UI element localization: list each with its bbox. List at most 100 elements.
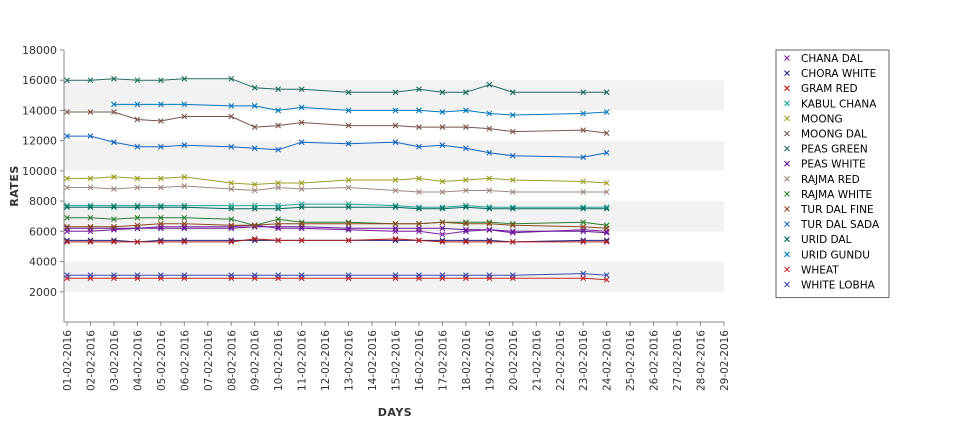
x-tick-label: 21-02-2016: [531, 330, 543, 391]
data-point: [439, 272, 446, 279]
grid-band: [64, 80, 724, 111]
legend-marker: [784, 281, 790, 288]
legend-marker: [784, 266, 790, 273]
x-tick-label: 18-02-2016: [461, 330, 473, 391]
data-point: [345, 107, 352, 114]
legend-item: PEAS GREEN: [784, 144, 868, 156]
legend-item: MOONG DAL: [784, 129, 867, 141]
data-point: [603, 276, 610, 283]
data-point: [416, 175, 422, 182]
data-point: [416, 220, 422, 227]
data-point: [392, 220, 399, 227]
series-gram-red: [64, 236, 610, 245]
legend-label: RAJMA RED: [801, 174, 860, 186]
y-tick-label: 16000: [22, 74, 57, 87]
data-point: [439, 142, 446, 149]
data-point: [181, 75, 188, 82]
data-point: [228, 205, 235, 212]
y-tick-labels: 2000 4000 6000 8000 10000 12000 14000 16000 1800…: [22, 44, 64, 299]
y-tick-label: 18000: [22, 44, 57, 57]
x-tick-label: 15-02-2016: [391, 330, 403, 391]
x-tick-label: 01-02-2016: [62, 330, 74, 391]
data-point: [580, 270, 587, 277]
data-point: [486, 187, 493, 194]
data-point: [439, 89, 446, 96]
legend-marker: [784, 191, 790, 197]
data-point: [228, 180, 235, 186]
x-tick-label: 03-02-2016: [109, 330, 121, 391]
data-point: [580, 189, 587, 195]
data-point: [228, 272, 235, 279]
data-point: [603, 149, 610, 156]
legend-item: TUR DAL FINE: [784, 204, 874, 216]
x-tick-label: 14-02-2016: [367, 330, 379, 391]
series-tur-dal-fine: [64, 219, 610, 232]
data-point: [439, 109, 446, 115]
data-point: [134, 175, 141, 182]
data-point: [509, 152, 516, 159]
data-point: [509, 128, 516, 135]
data-point: [87, 184, 94, 191]
legend-item: GRAM RED: [784, 83, 858, 95]
data-point: [87, 272, 94, 279]
data-point: [486, 220, 493, 227]
data-point: [416, 107, 422, 114]
data-point: [134, 184, 141, 191]
legend-marker: [784, 236, 790, 243]
data-point: [416, 124, 422, 130]
x-tick-label: 22-02-2016: [555, 330, 567, 391]
data-point: [603, 225, 610, 232]
data-point: [275, 237, 282, 244]
series-moong: [64, 174, 610, 188]
data-point: [111, 216, 117, 223]
series-tur-dal-sada: [64, 133, 610, 161]
x-tick-label: 12-02-2016: [320, 330, 332, 391]
legend-item: URID GUNDU: [784, 249, 870, 261]
data-point: [298, 104, 305, 111]
x-tick-label: 07-02-2016: [203, 330, 215, 391]
data-point: [439, 205, 446, 212]
data-point: [251, 103, 258, 109]
data-point: [509, 205, 516, 212]
data-point: [228, 113, 235, 120]
legend-marker: [784, 160, 790, 167]
data-point: [345, 184, 352, 191]
data-point: [463, 107, 469, 114]
data-point: [580, 228, 587, 235]
x-tick-label: 08-02-2016: [226, 330, 238, 391]
data-point: [181, 113, 188, 120]
data-point: [157, 175, 164, 182]
data-point: [157, 204, 164, 211]
legend: CHANA DAL CHORA WHITE GRAM RED KABUL CHANA M…: [775, 49, 890, 299]
data-point: [228, 222, 235, 229]
data-point: [251, 187, 258, 194]
data-point: [486, 205, 493, 212]
data-point: [603, 130, 610, 136]
data-point: [463, 239, 469, 245]
x-tick-label: 09-02-2016: [250, 330, 262, 391]
data-point: [416, 143, 422, 150]
axes: [63, 50, 724, 323]
legend-item: PEAS WHITE: [784, 159, 866, 171]
data-point: [345, 122, 352, 129]
series-line: [67, 176, 607, 186]
legend-label: MOONG DAL: [801, 129, 867, 141]
legend-marker: [784, 55, 790, 61]
legend-marker: [784, 70, 790, 76]
data-point: [181, 239, 188, 245]
x-tick-label: 11-02-2016: [297, 330, 309, 391]
data-point: [181, 142, 188, 149]
x-tick-label: 25-02-2016: [625, 330, 637, 391]
data-point: [275, 272, 282, 279]
series-white-lobha: [64, 270, 610, 279]
data-point: [134, 214, 141, 221]
legend-item: WHITE LOBHA: [784, 280, 876, 292]
data-point: [251, 124, 258, 130]
data-point: [486, 239, 493, 245]
data-point: [111, 139, 117, 146]
data-point: [298, 119, 305, 126]
data-point: [298, 186, 305, 192]
data-point: [345, 272, 352, 279]
x-tick-label: 23-02-2016: [578, 330, 590, 391]
data-point: [439, 219, 446, 226]
